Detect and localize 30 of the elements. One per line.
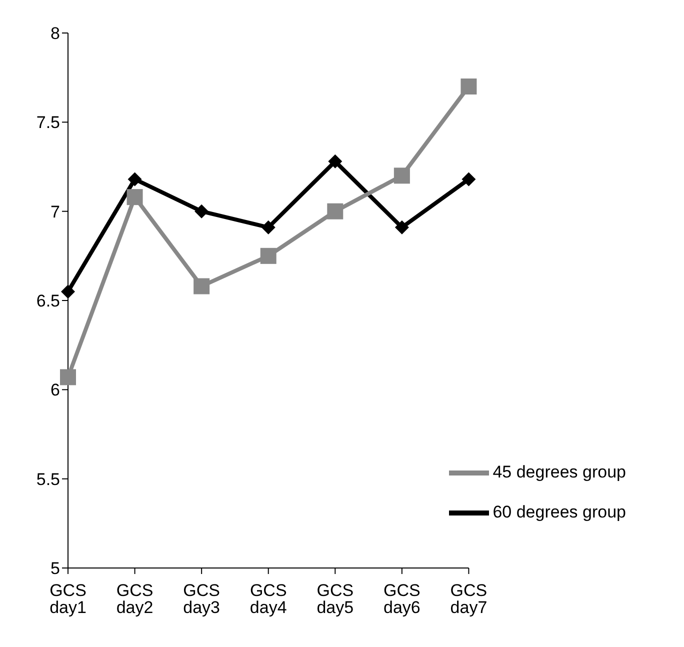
y-tick-label: 7 [50, 202, 60, 222]
x-tick-label: GCS day7 [450, 581, 488, 618]
point [260, 248, 276, 264]
point [60, 369, 76, 386]
x-tick-label: GCS day4 [250, 581, 287, 618]
x-tick-label: GCS day2 [116, 581, 154, 618]
x-tick-label: GCS day5 [316, 581, 354, 618]
x-tick-label: GCS day1 [50, 581, 86, 618]
legend-label: 45 degrees group [492, 462, 626, 482]
y-tick-label: 5 [50, 559, 60, 578]
x-tick-label: GCS day3 [183, 581, 220, 618]
point [194, 204, 209, 218]
legend-label: 60 degrees group [492, 502, 626, 522]
point [460, 78, 477, 94]
y-tick-label: 6.5 [36, 292, 60, 311]
point [128, 172, 142, 186]
point [328, 154, 342, 168]
y-tick-label: 5.5 [36, 470, 60, 489]
point [327, 203, 344, 220]
y-tick-label: 6 [50, 380, 60, 400]
point [126, 189, 143, 206]
point [462, 172, 476, 186]
point [194, 278, 210, 294]
point [394, 168, 410, 184]
point [261, 220, 276, 234]
point [61, 284, 75, 299]
x-tick-label: GCS day6 [383, 581, 420, 618]
y-tick-label: 7.5 [36, 113, 60, 132]
point [394, 220, 409, 234]
y-tick-label: 8 [50, 24, 60, 44]
